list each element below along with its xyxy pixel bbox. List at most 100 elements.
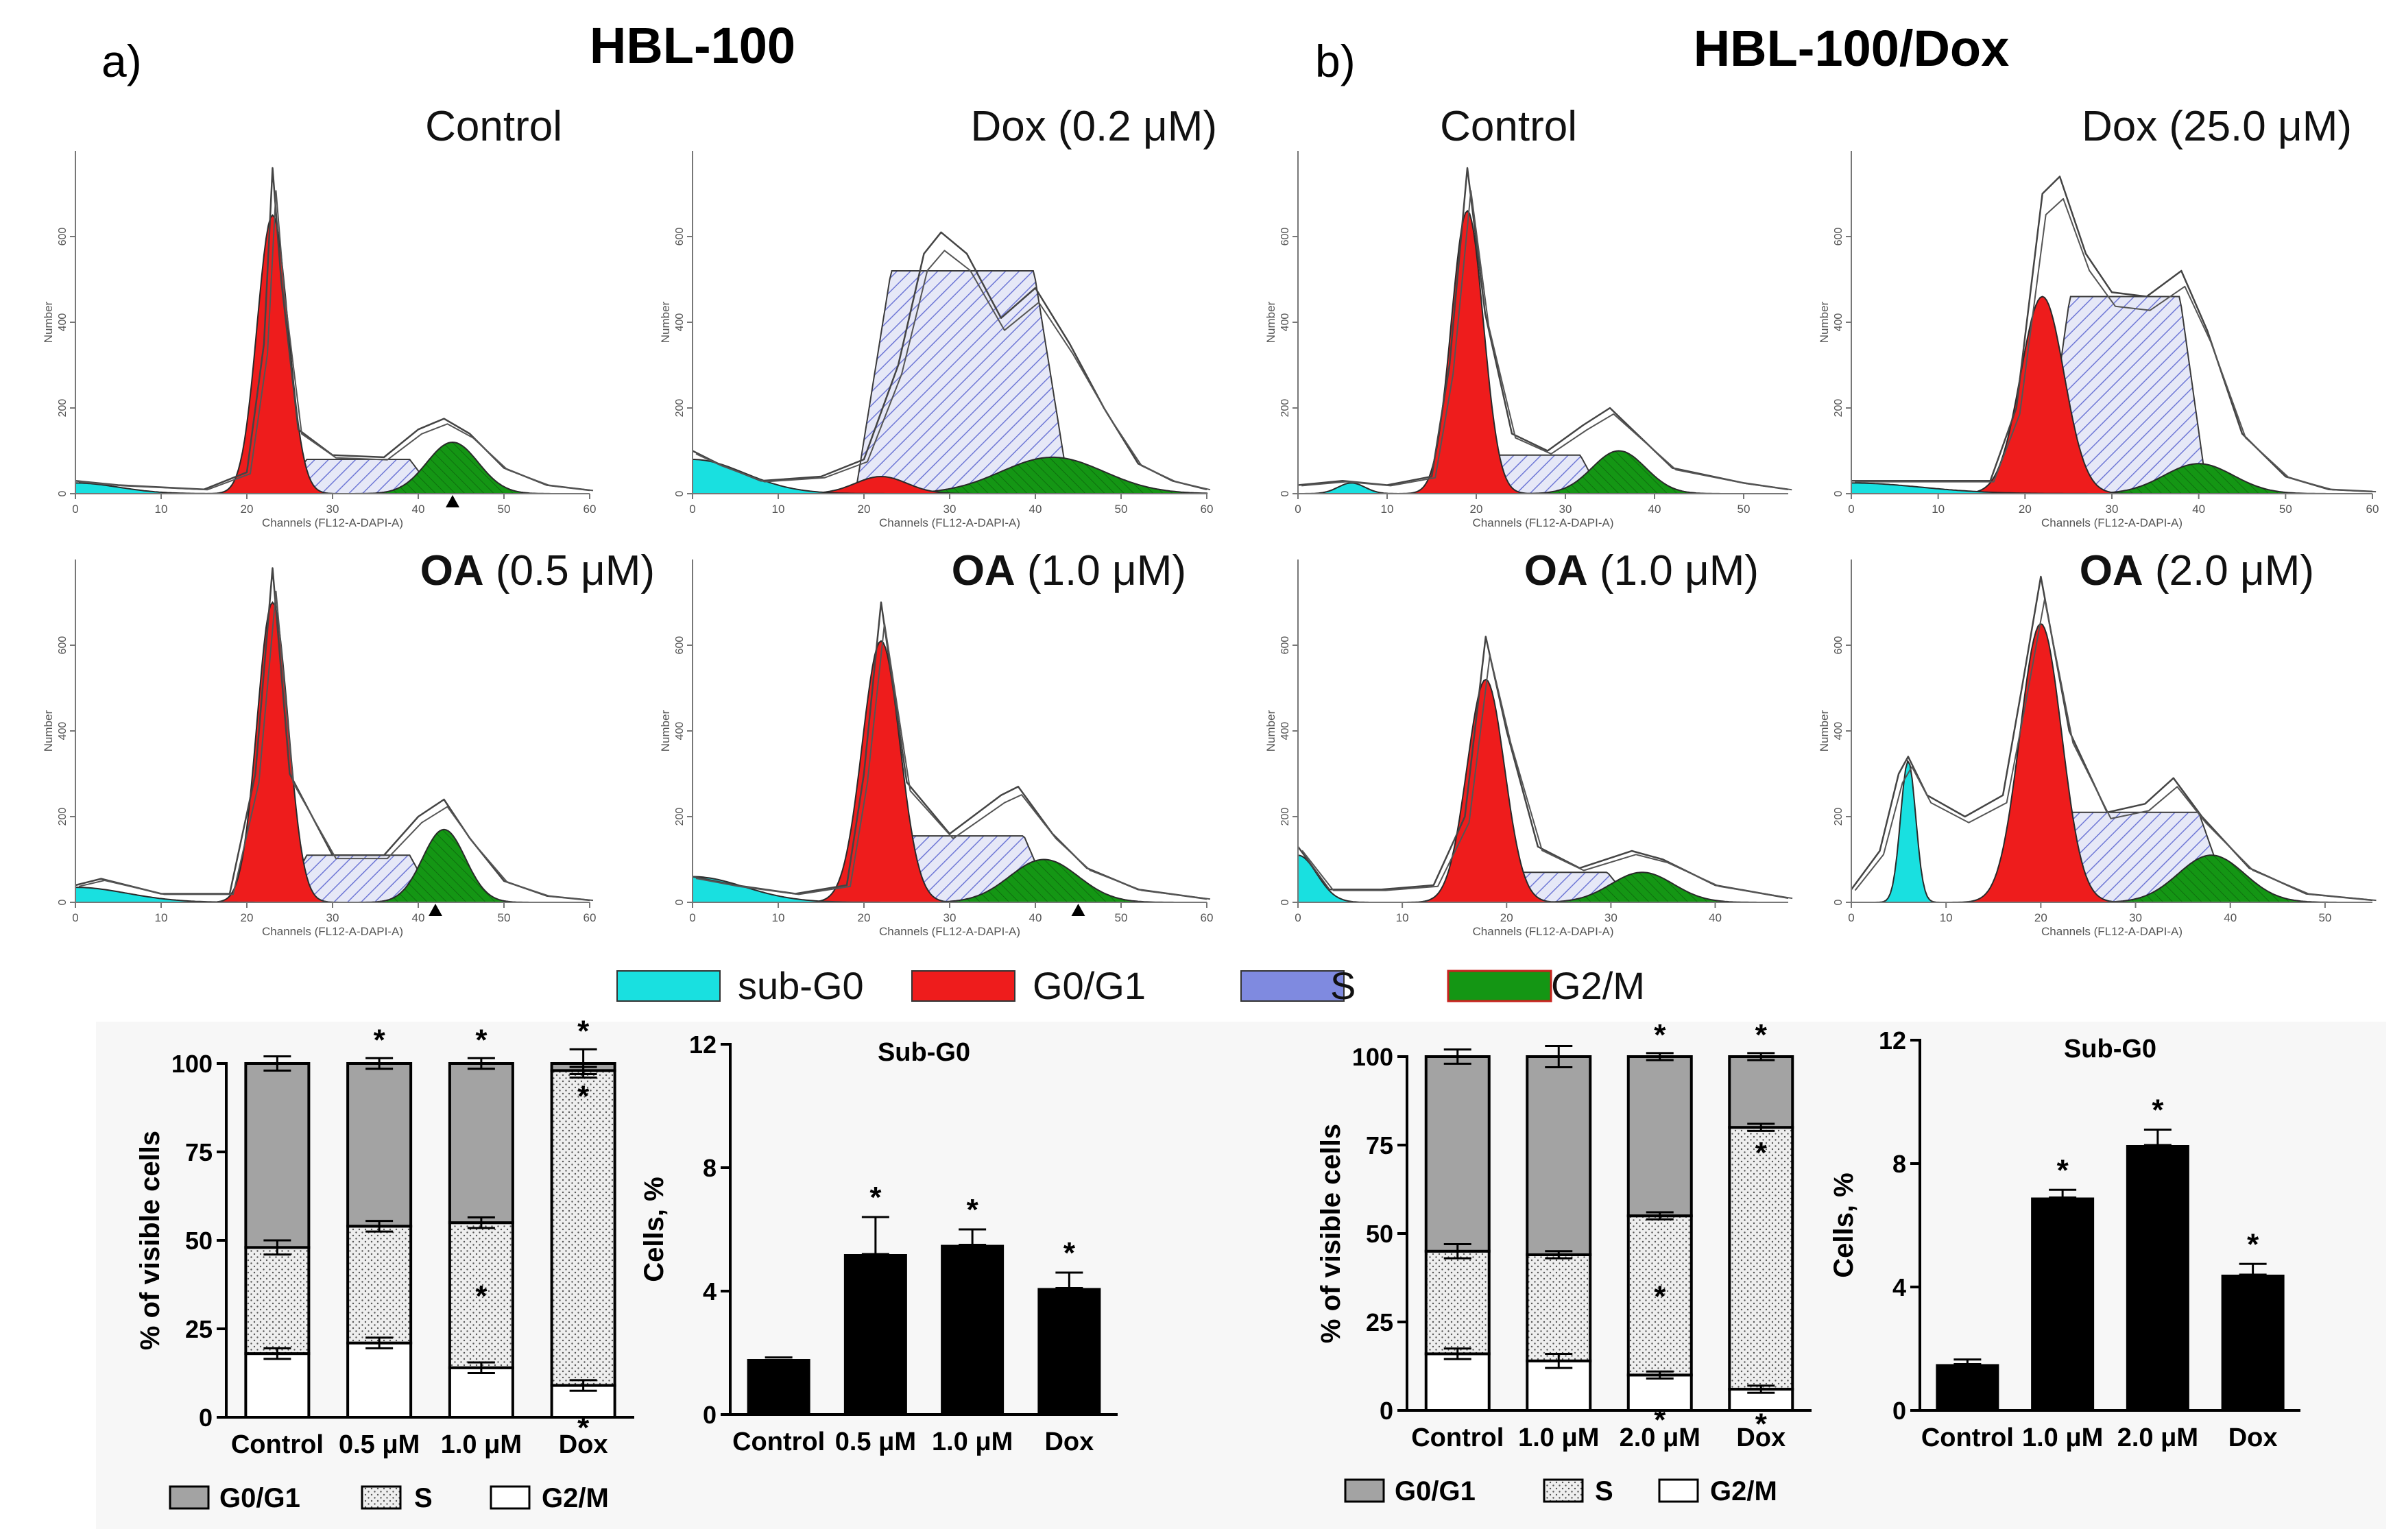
significance-star: * xyxy=(1063,1236,1076,1270)
significance-star: * xyxy=(1755,1018,1768,1052)
x-tick-label: 10 xyxy=(1396,911,1409,924)
y-tick-label: 0 xyxy=(1833,490,1844,496)
y-tick-label: 0 xyxy=(57,899,69,905)
g2m-phase-hatch xyxy=(693,457,1207,494)
bar-legend-swatch-g0g1 xyxy=(169,1485,210,1510)
bar xyxy=(2031,1197,2095,1410)
y-tick-label: 600 xyxy=(1833,228,1844,246)
bar-legend-label-g0g1: G0/G1 xyxy=(219,1483,300,1513)
x-axis-label: Channels (FL12-A-DAPI-A) xyxy=(262,925,403,938)
y-tick-label: 0 xyxy=(57,490,69,496)
y-tick-label: 400 xyxy=(674,313,686,332)
x-axis-label: Channels (FL12-A-DAPI-A) xyxy=(2041,516,2182,529)
y-tick-label: 600 xyxy=(1833,636,1844,655)
x-axis-label: Channels (FL12-A-DAPI-A) xyxy=(879,925,1020,938)
panel-b-title: HBL-100/Dox xyxy=(1694,20,2010,77)
significance-star: * xyxy=(967,1193,979,1227)
condition-label: OA (1.0 μM) xyxy=(952,547,1186,594)
condition-label: OA (0.5 μM) xyxy=(420,547,655,594)
legend-swatch-subg0 xyxy=(616,970,721,1002)
data-line xyxy=(695,250,1211,491)
panel-a-title: HBL-100 xyxy=(590,17,795,74)
s-phase-area xyxy=(75,459,590,494)
legend-swatch-g0g1 xyxy=(911,970,1015,1002)
x-tick-label: 20 xyxy=(858,503,871,516)
x-tick-label: Dox xyxy=(1044,1428,1094,1456)
condition-label-text: Control xyxy=(1440,103,1577,150)
y-axis-label: Cells, % xyxy=(1829,1172,1859,1277)
y-axis-label: Number xyxy=(659,301,672,343)
x-tick-label: 20 xyxy=(2019,503,2032,516)
bar-segment-s xyxy=(1728,1126,1794,1391)
legend-label-subg0: sub-G0 xyxy=(738,964,864,1007)
x-tick-label: 20 xyxy=(1470,503,1483,516)
y-axis-label: % of visible cells xyxy=(1316,1124,1346,1343)
condition-label-text: Control xyxy=(425,103,562,150)
condition-label-text: (2.0 μM) xyxy=(2143,547,2314,594)
y-axis-label: Number xyxy=(1818,301,1831,343)
data-line xyxy=(78,590,594,902)
significance-star: * xyxy=(577,1014,590,1048)
y-tick-label: 0 xyxy=(674,899,686,905)
y-tick-label: 400 xyxy=(57,722,69,741)
bar-segment-g0g1 xyxy=(346,1062,413,1228)
y-tick-label: 0 xyxy=(1892,1397,1906,1425)
bar-segment-g0g1 xyxy=(1424,1055,1491,1253)
x-tick-label: Dox xyxy=(2228,1423,2278,1452)
x-tick-label: 50 xyxy=(1115,503,1128,516)
condition-label-text: (1.0 μM) xyxy=(1015,547,1186,594)
x-tick-label: 1.0 μM xyxy=(1518,1423,1599,1452)
legend-label-g0g1: G0/G1 xyxy=(1033,964,1146,1007)
data-line xyxy=(1301,654,1793,900)
y-tick-label: 0 xyxy=(1380,1397,1393,1425)
chart-title: Sub-G0 xyxy=(2064,1035,2156,1063)
y-tick-label: 400 xyxy=(674,722,686,741)
x-tick-label: 60 xyxy=(1201,503,1214,516)
bar-legend-swatch-s xyxy=(1543,1478,1584,1503)
y-tick-label: 0 xyxy=(674,490,686,496)
data-line xyxy=(78,190,594,492)
bar xyxy=(1936,1364,1999,1410)
bar-legend-label-s: S xyxy=(414,1483,433,1513)
x-tick-label: 30 xyxy=(2129,911,2142,924)
x-tick-label: 30 xyxy=(2106,503,2119,516)
panel-a-letter: a) xyxy=(101,36,142,86)
y-tick-label: 8 xyxy=(703,1154,717,1182)
x-tick-label: 1.0 μM xyxy=(932,1428,1013,1456)
data-line xyxy=(1854,599,2377,902)
y-tick-label: 12 xyxy=(1879,1026,1906,1055)
bar-segment-g0g1 xyxy=(1728,1055,1794,1129)
y-tick-label: 400 xyxy=(57,313,69,332)
bar-legend-swatch-s xyxy=(361,1485,402,1510)
stacked-bar-chart-sa: 0 25 50 75 100 % of visible cells Control 0.5 μ… xyxy=(135,1014,634,1459)
y-axis-label: Number xyxy=(42,710,55,751)
x-tick-label: 1.0 μM xyxy=(441,1430,522,1459)
bar-segment-g2m xyxy=(550,1384,616,1419)
x-tick-label: 30 xyxy=(326,503,339,516)
y-tick-label: 100 xyxy=(171,1050,213,1078)
x-tick-label: 2.0 μM xyxy=(2117,1423,2198,1452)
bar-legend-swatch-g0g1 xyxy=(1344,1478,1385,1503)
y-tick-label: 25 xyxy=(185,1315,213,1343)
g0g1-phase-area xyxy=(75,214,590,494)
g2m-phase-hatch xyxy=(1851,464,2372,494)
histogram-hb4: 0 10 20 30 40 50 0 200 400 600 Channels (FL12-A-DA… xyxy=(1818,547,2377,938)
chart-title: Sub-G0 xyxy=(878,1038,970,1067)
x-tick-label: 40 xyxy=(412,911,425,924)
significance-star: * xyxy=(1654,1279,1666,1313)
x-tick-label: Dox xyxy=(559,1430,608,1459)
bar-segment-s xyxy=(448,1221,514,1369)
stacked-bar-chart-sb: 0 25 50 75 100 % of visible cells Control 1.0 μ… xyxy=(1316,1018,1812,1452)
g2m-phase-hatch xyxy=(75,442,590,494)
data-line xyxy=(1301,190,1792,491)
x-tick-label: 30 xyxy=(1604,911,1618,924)
g2m-phase-hatch xyxy=(1298,872,1788,902)
y-tick-label: 200 xyxy=(674,808,686,826)
y-tick-label: 0 xyxy=(703,1401,717,1429)
y-tick-label: 600 xyxy=(1279,636,1291,655)
g2m-phase-hatch xyxy=(75,829,590,902)
x-tick-label: 20 xyxy=(2034,911,2047,924)
